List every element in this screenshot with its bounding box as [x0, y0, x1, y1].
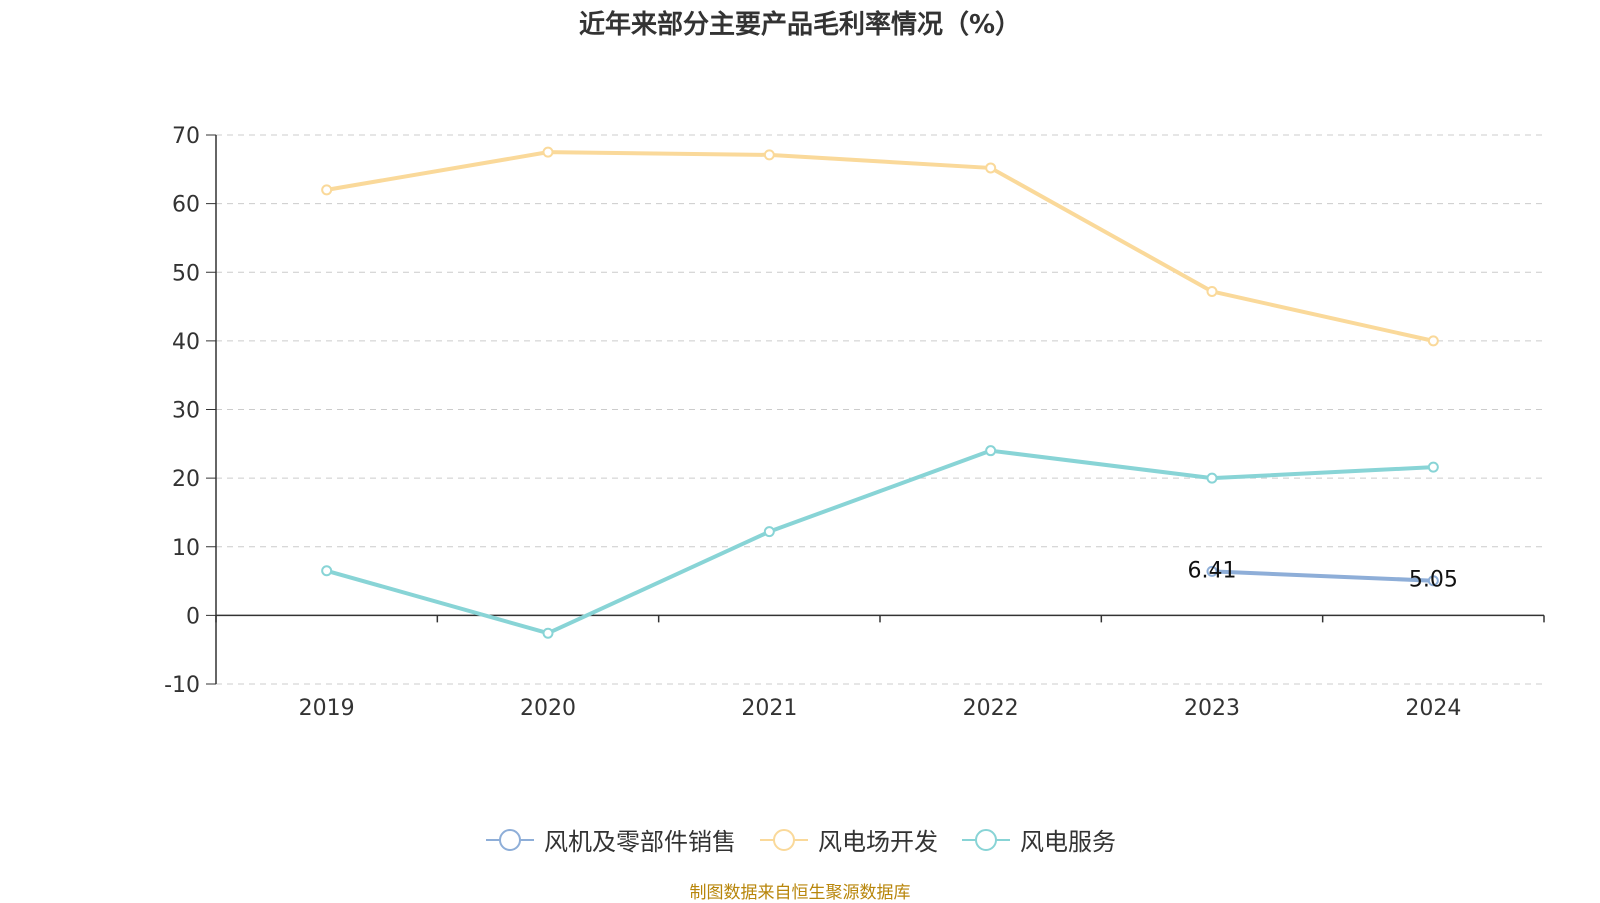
legend-item-wind-service[interactable]: 风电服务	[960, 822, 1116, 857]
data-label: 6.41	[1188, 558, 1237, 583]
legend-label: 风电服务	[1020, 828, 1116, 856]
data-point	[1206, 472, 1218, 484]
data-point	[542, 146, 554, 158]
chart-title: 近年来部分主要产品毛利率情况（%）	[578, 10, 1022, 40]
x-tick-label: 2021	[741, 696, 797, 721]
data-point	[985, 162, 997, 174]
data-point	[985, 445, 997, 457]
data-point	[1206, 565, 1218, 577]
legend: 风机及零部件销售 风电场开发 风电服务	[0, 822, 1600, 857]
data-label: 5.05	[1409, 568, 1458, 593]
x-tick-label: 2020	[520, 696, 576, 721]
y-tick-label: 20	[172, 467, 200, 492]
series-line	[326, 448, 1434, 636]
data-point	[1427, 335, 1439, 347]
data-point	[1206, 285, 1218, 297]
x-tick-label: 2023	[1184, 696, 1240, 721]
y-tick-label: 40	[172, 330, 200, 355]
y-tick-label: 30	[172, 399, 200, 424]
data-point	[321, 565, 333, 577]
y-tick-label: -10	[164, 673, 200, 698]
legend-label: 风电场开发	[818, 828, 938, 856]
y-tick-label: 10	[172, 536, 200, 561]
x-tick-label: 2019	[299, 696, 355, 721]
source-note: 制图数据来自恒生聚源数据库	[689, 883, 911, 903]
data-point	[763, 526, 775, 538]
legend-marker-wind-farm	[760, 828, 808, 851]
y-tick-label: 0	[186, 604, 200, 629]
data-point	[1427, 575, 1439, 587]
legend-marker-wind-service	[962, 828, 1010, 851]
data-point	[321, 184, 333, 196]
data-point	[1427, 461, 1439, 473]
legend-label: 风机及零部件销售	[544, 828, 736, 856]
legend-item-turbine-sales[interactable]: 风机及零部件销售	[484, 822, 736, 857]
data-point	[542, 627, 554, 639]
legend-item-wind-farm[interactable]: 风电场开发	[758, 822, 938, 857]
y-tick-label: 70	[172, 124, 200, 149]
data-point	[763, 149, 775, 161]
legend-marker-turbine-sales	[486, 828, 534, 851]
x-tick-label: 2022	[963, 696, 1019, 721]
x-tick-label: 2024	[1405, 696, 1461, 721]
y-tick-label: 50	[172, 261, 200, 286]
y-tick-label: 60	[172, 193, 200, 218]
series-line	[1211, 569, 1434, 583]
series-line	[326, 150, 1434, 343]
